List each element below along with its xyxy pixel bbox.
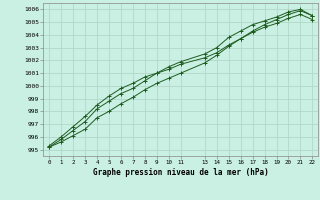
X-axis label: Graphe pression niveau de la mer (hPa): Graphe pression niveau de la mer (hPa) [93,168,269,177]
